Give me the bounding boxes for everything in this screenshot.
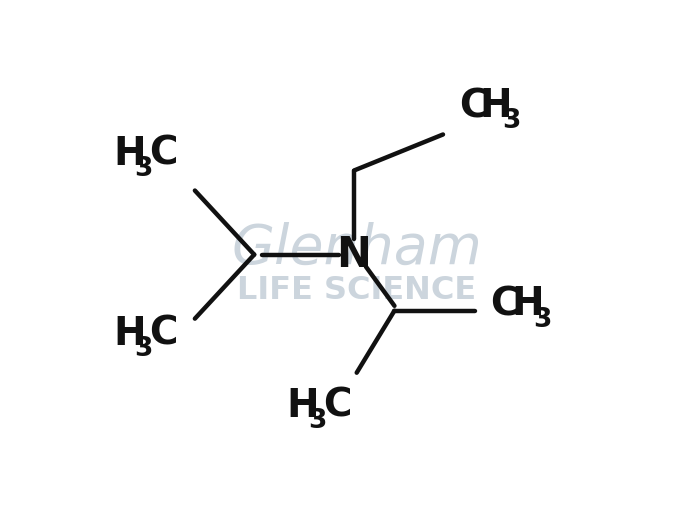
Text: 3: 3 <box>134 155 153 181</box>
Text: 3: 3 <box>502 109 520 135</box>
Text: 3: 3 <box>134 336 153 362</box>
Text: H: H <box>113 315 145 353</box>
Text: H: H <box>113 135 145 173</box>
Text: C: C <box>150 315 178 353</box>
Text: C: C <box>150 135 178 173</box>
Text: C: C <box>323 387 351 425</box>
Text: Glenham: Glenham <box>231 222 482 275</box>
Text: H: H <box>480 87 512 125</box>
Text: 3: 3 <box>308 408 326 434</box>
Text: H: H <box>511 285 544 323</box>
Text: H: H <box>287 387 319 425</box>
Text: 3: 3 <box>533 307 551 333</box>
Text: C: C <box>491 285 519 323</box>
Text: C: C <box>459 87 488 125</box>
Text: N: N <box>337 233 372 276</box>
Text: LIFE SCIENCE: LIFE SCIENCE <box>237 275 476 306</box>
